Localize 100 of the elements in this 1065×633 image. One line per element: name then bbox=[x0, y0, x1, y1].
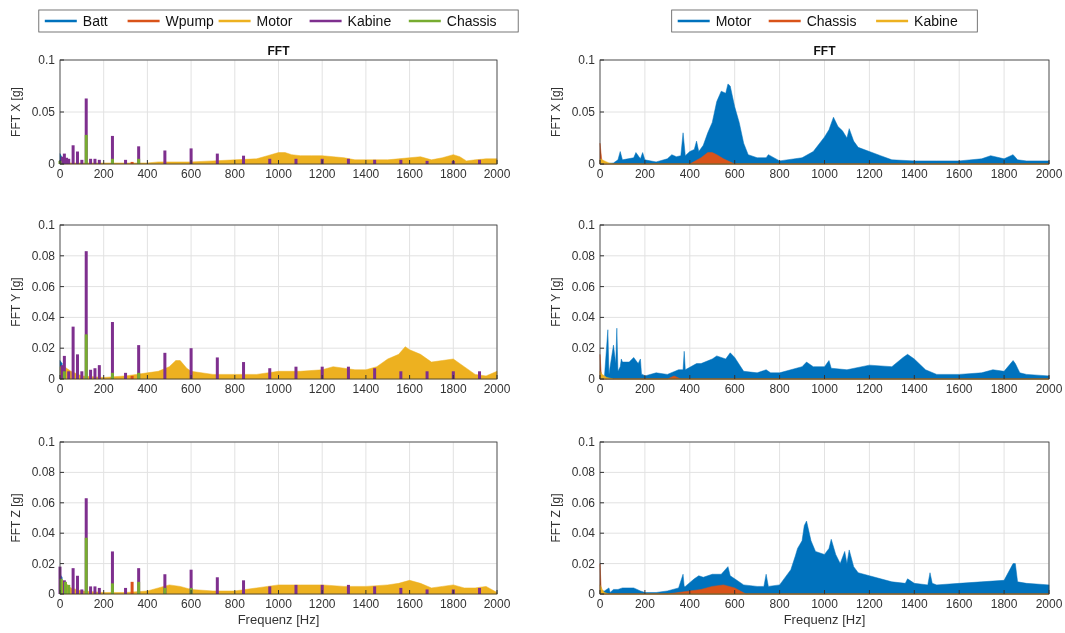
y-axis-title: FFT X [g] bbox=[9, 87, 23, 137]
x-tick-label: 1600 bbox=[945, 382, 973, 396]
x-tick-label: 1800 bbox=[439, 597, 467, 611]
x-tick-label: 400 bbox=[679, 382, 701, 396]
x-tick-label: 1600 bbox=[396, 167, 424, 181]
x-tick-label: 2000 bbox=[483, 597, 511, 611]
x-tick-label: 1400 bbox=[352, 382, 380, 396]
y-tick-label: 0.1 bbox=[578, 435, 596, 449]
x-tick-label: 800 bbox=[769, 382, 790, 396]
y-tick-label: 0.06 bbox=[571, 495, 596, 510]
x-tick-label: 200 bbox=[634, 597, 656, 611]
y-axis-title: FFT Y [g] bbox=[549, 277, 563, 327]
x-tick-label: 2000 bbox=[1035, 382, 1063, 396]
x-tick-label: 1200 bbox=[856, 167, 884, 181]
x-tick-label: 1400 bbox=[900, 597, 928, 611]
x-tick-label: 200 bbox=[93, 167, 115, 181]
y-axis-title: FFT X [g] bbox=[549, 87, 563, 137]
y-tick-label: 0.06 bbox=[31, 279, 56, 294]
y-tick-label: 0.1 bbox=[38, 53, 56, 67]
y-tick-label: 0.04 bbox=[31, 310, 56, 325]
x-tick-label: 2000 bbox=[483, 167, 511, 181]
y-tick-label: 0 bbox=[588, 372, 596, 386]
x-tick-label: 1000 bbox=[811, 167, 839, 181]
x-tick-label: 2000 bbox=[1035, 167, 1063, 181]
y-axis-title: FFT Y [g] bbox=[9, 277, 23, 327]
y-tick-label: 0 bbox=[48, 157, 56, 171]
legend-label: Motor bbox=[256, 13, 293, 29]
x-tick-label: 400 bbox=[137, 382, 158, 396]
legend-label: Chassis bbox=[806, 13, 857, 29]
y-tick-label: 0.02 bbox=[571, 556, 596, 571]
y-tick-label: 0 bbox=[588, 157, 596, 171]
y-tick-label: 0.05 bbox=[571, 105, 596, 119]
y-tick-label: 0.08 bbox=[31, 248, 56, 263]
y-tick-label: 0.04 bbox=[31, 526, 56, 541]
legend-label: Kabine bbox=[347, 13, 392, 29]
x-tick-label: 1600 bbox=[945, 597, 973, 611]
y-tick-label: 0.1 bbox=[38, 218, 56, 232]
x-tick-label: 1200 bbox=[308, 167, 336, 181]
x-tick-label: 1400 bbox=[352, 167, 380, 181]
chart-title: FFT bbox=[813, 44, 837, 58]
x-tick-label: 800 bbox=[224, 382, 246, 396]
x-tick-label: 200 bbox=[93, 597, 115, 611]
y-tick-label: 0.04 bbox=[571, 310, 596, 325]
x-tick-label: 1400 bbox=[352, 597, 380, 611]
x-tick-label: 1000 bbox=[265, 597, 293, 611]
legend-label: Chassis bbox=[446, 13, 497, 29]
x-tick-label: 1000 bbox=[265, 167, 293, 181]
x-tick-label: 200 bbox=[93, 382, 115, 396]
x-tick-label: 1600 bbox=[396, 597, 424, 611]
y-tick-label: 0 bbox=[588, 587, 596, 601]
y-tick-label: 0.06 bbox=[31, 495, 56, 510]
x-tick-label: 400 bbox=[679, 167, 701, 181]
x-tick-label: 1400 bbox=[900, 382, 928, 396]
y-tick-label: 0.1 bbox=[578, 218, 596, 232]
x-tick-label: 400 bbox=[679, 597, 701, 611]
x-tick-label: 1000 bbox=[811, 597, 839, 611]
legend-label: Batt bbox=[82, 13, 108, 29]
x-tick-label: 800 bbox=[224, 597, 246, 611]
y-tick-label: 0.02 bbox=[31, 341, 56, 356]
y-axis-title: FFT Z [g] bbox=[9, 493, 23, 543]
chart-title: FFT bbox=[267, 44, 291, 58]
x-tick-label: 600 bbox=[181, 167, 202, 181]
x-tick-label: 400 bbox=[137, 597, 158, 611]
x-tick-label: 1800 bbox=[990, 382, 1018, 396]
x-tick-label: 600 bbox=[181, 382, 202, 396]
y-axis-title: FFT Z [g] bbox=[549, 493, 563, 543]
x-tick-label: 800 bbox=[769, 167, 790, 181]
y-tick-label: 0.08 bbox=[571, 248, 596, 263]
x-tick-label: 800 bbox=[224, 167, 246, 181]
x-tick-label: 800 bbox=[769, 597, 790, 611]
x-tick-label: 600 bbox=[724, 382, 746, 396]
legend-label: Kabine bbox=[914, 13, 958, 29]
x-tick-label: 2000 bbox=[1035, 597, 1063, 611]
x-tick-label: 600 bbox=[724, 597, 746, 611]
x-tick-label: 1200 bbox=[308, 382, 336, 396]
x-tick-label: 1800 bbox=[439, 167, 467, 181]
y-tick-label: 0.05 bbox=[31, 105, 56, 119]
y-tick-label: 0 bbox=[48, 372, 56, 386]
x-tick-label: 200 bbox=[634, 382, 656, 396]
x-tick-label: 1200 bbox=[856, 382, 884, 396]
x-tick-label: 2000 bbox=[483, 382, 511, 396]
x-tick-label: 1200 bbox=[308, 597, 336, 611]
y-tick-label: 0.04 bbox=[571, 526, 596, 541]
y-tick-label: 0.08 bbox=[31, 465, 56, 480]
y-tick-label: 0.02 bbox=[571, 341, 596, 356]
x-tick-label: 1200 bbox=[856, 597, 884, 611]
x-tick-label: 1800 bbox=[439, 382, 467, 396]
x-tick-label: 400 bbox=[137, 167, 158, 181]
y-tick-label: 0.02 bbox=[31, 556, 56, 571]
x-tick-label: 200 bbox=[634, 167, 656, 181]
y-tick-label: 0.08 bbox=[571, 465, 596, 480]
y-tick-label: 0 bbox=[48, 587, 56, 601]
x-tick-label: 1800 bbox=[990, 167, 1018, 181]
x-tick-label: 600 bbox=[181, 597, 202, 611]
x-tick-label: 1800 bbox=[990, 597, 1018, 611]
y-tick-label: 0.06 bbox=[571, 279, 596, 294]
legend-label: Wpump bbox=[165, 13, 215, 29]
x-tick-label: 1400 bbox=[900, 167, 928, 181]
y-tick-label: 0.1 bbox=[38, 435, 56, 449]
x-tick-label: 1000 bbox=[811, 382, 839, 396]
